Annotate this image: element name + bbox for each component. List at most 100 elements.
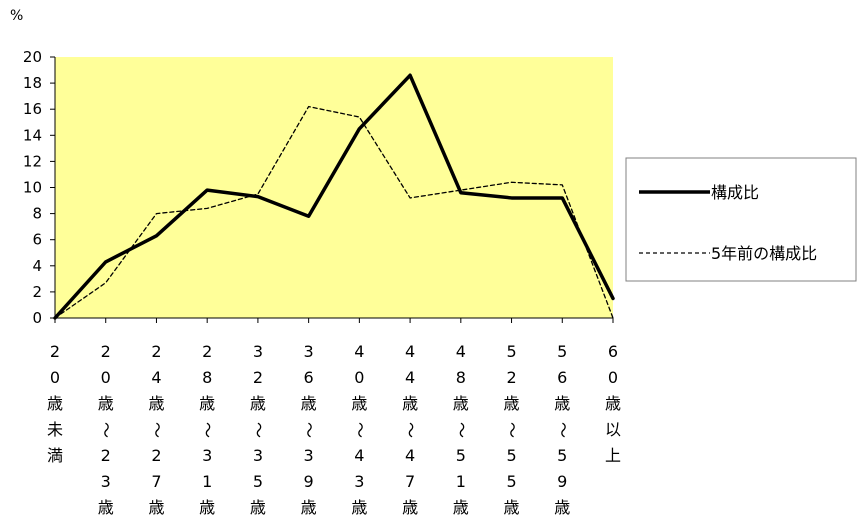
x-tick-label: 52歳〜55歳: [503, 342, 522, 517]
x-tick-label-char: 歳: [554, 394, 570, 413]
x-tick-label-char: 1: [202, 472, 212, 491]
x-tick-label-char: 歳: [250, 394, 266, 413]
x-tick-label-char: 未: [47, 420, 63, 439]
x-tick-label-char: 4: [151, 368, 161, 387]
x-tick-label-char: 歳: [351, 498, 367, 517]
x-tick-label: 28歳〜31歳: [198, 342, 217, 517]
x-tick-label-char: 歳: [199, 498, 215, 517]
x-tick-label-char: 3: [101, 472, 111, 491]
y-tick-label: 2: [32, 283, 42, 301]
y-tick-label: 4: [32, 257, 42, 275]
x-tick-label-char: 2: [101, 342, 111, 361]
y-axis: 0 2 4 6 8 10 12 14 16 18 20: [23, 48, 56, 327]
x-tick-label-char: 2: [253, 368, 263, 387]
x-tick-label: 48歳〜51歳: [452, 342, 471, 517]
x-tick-label-char: 3: [304, 446, 314, 465]
x-tick-label-char: 歳: [402, 394, 418, 413]
x-tick-label-char: 〜: [503, 422, 522, 438]
x-tick-label-char: 歳: [453, 498, 469, 517]
y-tick-label: 6: [32, 231, 42, 249]
series-layer: [53, 73, 615, 320]
x-tick-label-char: 歳: [301, 498, 317, 517]
x-tick-label-char: 歳: [98, 394, 114, 413]
x-tick-label-char: 3: [304, 342, 314, 361]
y-tick-label: 14: [23, 126, 42, 144]
x-axis: 20歳未満20歳〜23歳24歳〜27歳28歳〜31歳32歳〜35歳36歳〜39歳…: [47, 317, 621, 517]
x-tick-label-char: 3: [202, 446, 212, 465]
x-tick-label-char: 〜: [350, 422, 369, 438]
x-tick-label: 44歳〜47歳: [401, 342, 420, 517]
x-tick-label-char: 歳: [453, 394, 469, 413]
series-line-1: [54, 105, 614, 319]
x-tick-label-char: 6: [304, 368, 314, 387]
x-tick-label-char: 〜: [97, 422, 116, 438]
x-tick-label-char: 〜: [401, 422, 420, 438]
x-tick-label-char: 歳: [402, 498, 418, 517]
x-tick-label: 36歳〜39歳: [300, 342, 319, 517]
y-tick-label: 12: [23, 152, 42, 170]
x-tick-label-char: 歳: [504, 394, 520, 413]
x-tick-label-char: 4: [354, 446, 364, 465]
x-tick-label-char: 5: [506, 472, 516, 491]
x-tick-label-char: 2: [202, 342, 212, 361]
x-tick-label-char: 0: [50, 368, 60, 387]
x-tick-label-char: 0: [608, 368, 618, 387]
x-tick-label-char: 〜: [452, 422, 471, 438]
y-tick-label: 16: [23, 100, 42, 118]
x-tick-label-char: 歳: [199, 394, 215, 413]
x-tick-label-char: 5: [506, 342, 516, 361]
x-tick-label-char: 歳: [250, 498, 266, 517]
y-tick-label: 20: [23, 48, 42, 66]
x-tick-label-char: 3: [253, 446, 263, 465]
x-tick-label-char: 0: [354, 368, 364, 387]
x-tick-label-char: 3: [253, 342, 263, 361]
x-tick-label-char: 5: [557, 342, 567, 361]
x-tick-label-char: 2: [101, 446, 111, 465]
series-line-0: [53, 73, 615, 320]
x-tick-label-char: 歳: [504, 498, 520, 517]
y-tick-label: 8: [32, 205, 42, 223]
x-tick-label-char: 7: [151, 472, 161, 491]
x-tick-label-char: 〜: [553, 422, 572, 438]
x-tick-label: 40歳〜43歳: [350, 342, 369, 517]
x-tick-label-char: 9: [304, 472, 314, 491]
x-tick-label-char: 2: [151, 446, 161, 465]
x-tick-label-char: 4: [405, 368, 415, 387]
x-tick-label: 32歳〜35歳: [249, 342, 268, 517]
x-tick-label-char: 8: [456, 368, 466, 387]
x-tick-label-char: 4: [354, 342, 364, 361]
x-tick-label-char: 4: [405, 446, 415, 465]
y-tick-label: 0: [32, 309, 42, 327]
x-tick-label-char: 5: [506, 446, 516, 465]
x-tick-label-char: 〜: [300, 422, 319, 438]
x-tick-label: 6 0 歳以上: [605, 342, 621, 465]
y-tick-label: 10: [23, 179, 42, 197]
x-tick-label-char: 歳: [148, 498, 164, 517]
x-tick-label-char: 歳: [148, 394, 164, 413]
legend-label-series-1: 5年前の構成比: [711, 244, 817, 263]
x-tick-label-char: 〜: [198, 422, 217, 438]
x-tick-label-char: 4: [405, 342, 415, 361]
x-tick-label-char: 3: [354, 472, 364, 491]
x-tick-label-char: 5: [253, 472, 263, 491]
x-tick-label-char: 歳: [47, 394, 63, 413]
x-tick-label-char: 6: [557, 368, 567, 387]
plot-area: [55, 57, 613, 318]
x-tick-label-char: 歳: [351, 394, 367, 413]
x-tick-label-char: 0: [101, 368, 111, 387]
legend: 構成比 5年前の構成比: [625, 157, 857, 282]
x-tick-label: 2 0 歳未満: [47, 342, 63, 465]
x-tick-label-char: 2: [506, 368, 516, 387]
x-tick-label-char: 1: [456, 472, 466, 491]
x-tick-label-char: 5: [456, 446, 466, 465]
x-tick-label: 24歳〜27歳: [147, 342, 166, 517]
x-tick-label-char: 以: [605, 420, 621, 439]
x-tick-label-char: 上: [605, 446, 621, 465]
x-tick-label-char: 歳: [301, 394, 317, 413]
unit-label: %: [10, 8, 23, 24]
x-tick-label-char: 歳: [554, 498, 570, 517]
legend-label-series-0: 構成比: [711, 183, 759, 202]
x-tick-label-char: 2: [50, 342, 60, 361]
x-tick-label-char: 8: [202, 368, 212, 387]
